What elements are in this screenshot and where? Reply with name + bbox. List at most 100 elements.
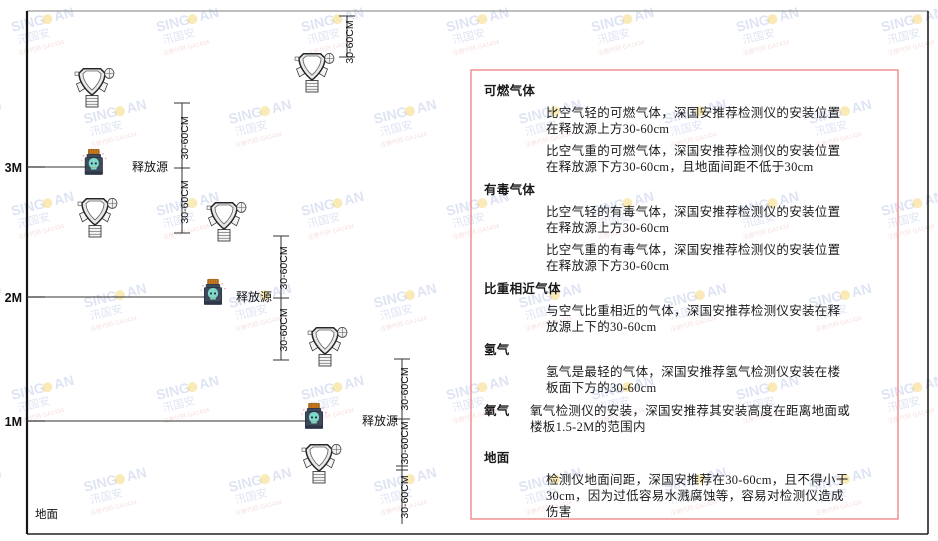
svg-text:注册代码 GA1434: 注册代码 GA1434: [452, 38, 501, 57]
svg-text:汛国安: 汛国安: [233, 117, 268, 139]
svg-text:SING: SING: [9, 195, 46, 219]
svg-text:汛国安: 汛国安: [161, 209, 196, 231]
svg-text:AN: AN: [197, 372, 221, 392]
svg-text:SING: SING: [879, 11, 916, 35]
svg-text:汛国安: 汛国安: [451, 25, 486, 47]
svg-text:SING: SING: [879, 195, 916, 219]
svg-text:汛国安: 汛国安: [306, 393, 341, 415]
svg-text:30-60CM: 30-60CM: [399, 475, 411, 518]
svg-text:汛国安: 汛国安: [596, 25, 631, 47]
svg-text:注册代码 GA1434: 注册代码 GA1434: [17, 222, 66, 241]
svg-text:汛国安: 汛国安: [451, 209, 486, 231]
svg-text:汛国安: 汛国安: [16, 209, 51, 231]
svg-text:汛国安: 汛国安: [88, 117, 123, 139]
svg-text:释放源: 释放源: [362, 413, 398, 428]
svg-text:注册代码 GA1434: 注册代码 GA1434: [887, 222, 936, 241]
svg-text:汛国安: 汛国安: [16, 25, 51, 47]
svg-text:注册代码 GA1434: 注册代码 GA1434: [162, 38, 211, 57]
svg-text:SING: SING: [444, 11, 481, 35]
svg-text:汛国安: 汛国安: [161, 393, 196, 415]
svg-text:SING: SING: [227, 471, 264, 495]
svg-text:汛国安: 汛国安: [451, 393, 486, 415]
svg-text:SING: SING: [82, 471, 119, 495]
svg-text:注册代码 GA1434: 注册代码 GA1434: [234, 498, 283, 517]
svg-text:SING: SING: [154, 195, 191, 219]
svg-text:汛国安: 汛国安: [16, 393, 51, 415]
svg-text:注册代码 GA1434: 注册代码 GA1434: [742, 38, 791, 57]
svg-text:AN: AN: [487, 4, 511, 24]
svg-text:SING: SING: [372, 471, 409, 495]
svg-text:SING: SING: [227, 287, 264, 311]
svg-text:SING: SING: [589, 11, 626, 35]
svg-text:SING: SING: [154, 11, 191, 35]
svg-text:AN: AN: [415, 280, 439, 300]
svg-text:30-60CM: 30-60CM: [179, 116, 191, 159]
svg-text:AN: AN: [342, 372, 366, 392]
svg-text:注册代码 GA1434: 注册代码 GA1434: [887, 406, 936, 425]
svg-text:注册代码 GA1434: 注册代码 GA1434: [89, 498, 138, 517]
svg-text:释放源: 释放源: [132, 159, 168, 174]
svg-text:30-60CM: 30-60CM: [278, 246, 290, 289]
svg-text:30-60CM: 30-60CM: [179, 180, 191, 223]
svg-text:30-60CM: 30-60CM: [344, 20, 356, 63]
svg-text:AN: AN: [125, 280, 149, 300]
svg-text:SING: SING: [444, 195, 481, 219]
svg-text:汛国安: 汛国安: [886, 209, 921, 231]
svg-text:汛国安: 汛国安: [378, 117, 413, 139]
svg-text:汛国安: 汛国安: [886, 25, 921, 47]
svg-text:注册代码 GA1434: 注册代码 GA1434: [234, 130, 283, 149]
svg-text:注册代码 GA1434: 注册代码 GA1434: [379, 498, 428, 517]
svg-text:AN: AN: [197, 4, 221, 24]
svg-text:SING: SING: [9, 11, 46, 35]
svg-text:注册代码 GA1434: 注册代码 GA1434: [234, 314, 283, 333]
svg-text:汛国安: 汛国安: [88, 301, 123, 323]
svg-text:AN: AN: [415, 464, 439, 484]
svg-text:注册代码 GA1434: 注册代码 GA1434: [17, 406, 66, 425]
svg-text:AN: AN: [0, 464, 3, 484]
svg-text:汛国安: 汛国安: [306, 25, 341, 47]
svg-text:AN: AN: [342, 188, 366, 208]
svg-text:SING: SING: [299, 11, 336, 35]
svg-text:AN: AN: [415, 96, 439, 116]
svg-text:注册代码 GA1434: 注册代码 GA1434: [162, 222, 211, 241]
svg-text:AN: AN: [125, 96, 149, 116]
svg-text:SING: SING: [9, 379, 46, 403]
svg-text:30-60CM: 30-60CM: [399, 367, 411, 410]
svg-text:AN: AN: [922, 4, 938, 24]
svg-text:汛国安: 汛国安: [306, 209, 341, 231]
svg-text:SING: SING: [227, 103, 264, 127]
svg-text:SING: SING: [372, 103, 409, 127]
svg-text:AN: AN: [52, 372, 76, 392]
svg-text:30-60CM: 30-60CM: [399, 421, 411, 464]
svg-text:SING: SING: [372, 287, 409, 311]
svg-text:AN: AN: [922, 372, 938, 392]
svg-text:SING: SING: [299, 379, 336, 403]
svg-text:SING: SING: [299, 195, 336, 219]
svg-text:地面: 地面: [35, 508, 58, 521]
svg-text:注册代码 GA1434: 注册代码 GA1434: [17, 38, 66, 57]
svg-text:AN: AN: [0, 280, 3, 300]
svg-text:30-60CM: 30-60CM: [278, 308, 290, 351]
svg-text:注册代码 GA1434: 注册代码 GA1434: [162, 406, 211, 425]
svg-text:注册代码 GA1434: 注册代码 GA1434: [597, 38, 646, 57]
svg-text:AN: AN: [777, 4, 801, 24]
svg-text:AN: AN: [52, 188, 76, 208]
svg-text:AN: AN: [922, 188, 938, 208]
svg-text:SING: SING: [82, 287, 119, 311]
svg-text:3M: 3M: [5, 161, 22, 175]
svg-text:SING: SING: [154, 379, 191, 403]
svg-text:AN: AN: [0, 96, 3, 116]
svg-text:注册代码 GA1434: 注册代码 GA1434: [89, 130, 138, 149]
svg-text:注册代码 GA1434: 注册代码 GA1434: [887, 38, 936, 57]
svg-text:2M: 2M: [5, 291, 22, 305]
svg-text:注册代码 GA1434: 注册代码 GA1434: [89, 314, 138, 333]
svg-text:汛国安: 汛国安: [378, 485, 413, 507]
svg-text:汛国安: 汛国安: [88, 485, 123, 507]
svg-text:AN: AN: [197, 188, 221, 208]
svg-text:汛国安: 汛国安: [161, 25, 196, 47]
svg-text:SING: SING: [82, 103, 119, 127]
svg-text:AN: AN: [632, 4, 656, 24]
svg-text:汛国安: 汛国安: [233, 485, 268, 507]
svg-text:SING: SING: [879, 379, 916, 403]
svg-text:AN: AN: [125, 464, 149, 484]
